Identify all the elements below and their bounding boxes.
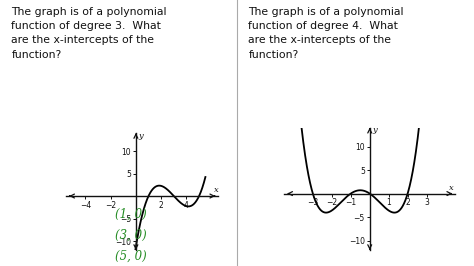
Text: y: y <box>373 126 377 134</box>
Text: x: x <box>449 184 454 192</box>
Text: y: y <box>138 131 143 139</box>
Text: The graph is of a polynomial
function of degree 4.  What
are the x-intercepts of: The graph is of a polynomial function of… <box>248 7 404 60</box>
Text: x: x <box>214 186 219 194</box>
Text: (5, 0): (5, 0) <box>115 250 146 263</box>
Text: (1, 0): (1, 0) <box>115 207 146 221</box>
Text: The graph is of a polynomial
function of degree 3.  What
are the x-intercepts of: The graph is of a polynomial function of… <box>11 7 167 60</box>
Text: (3, 0): (3, 0) <box>115 229 146 242</box>
